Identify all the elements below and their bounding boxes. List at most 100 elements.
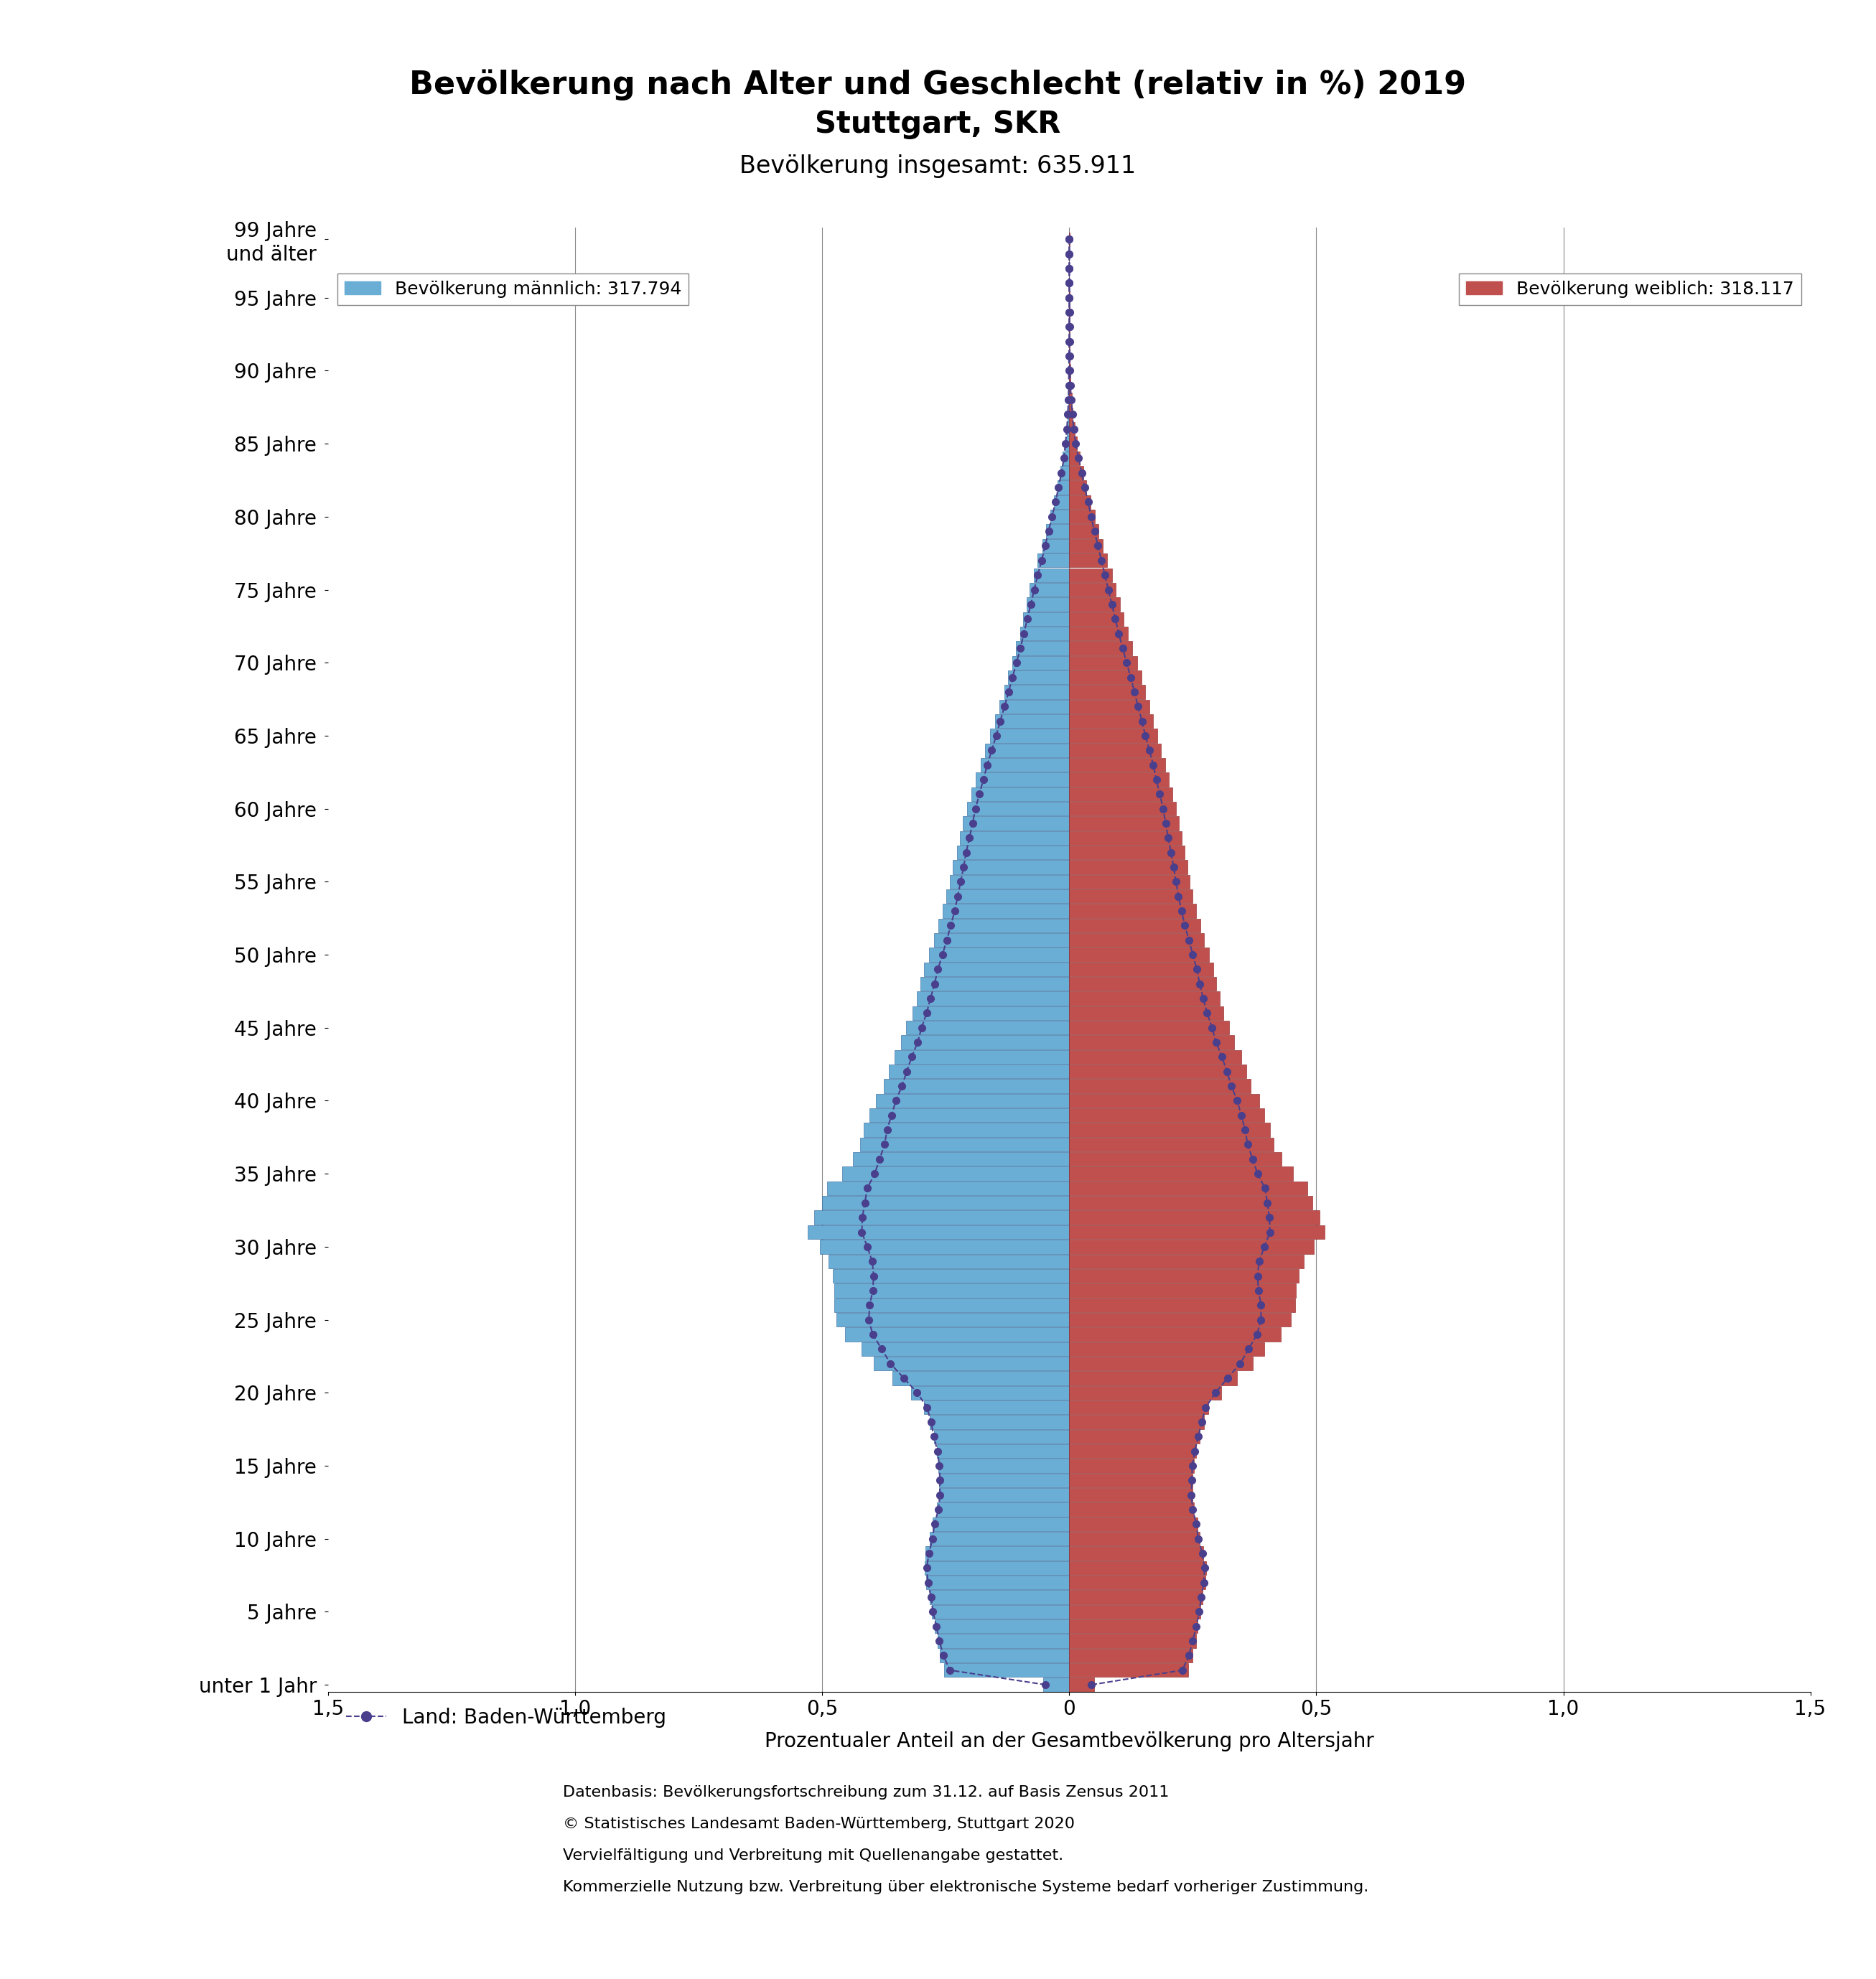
Bar [1069, 1298, 1294, 1312]
Bar [1069, 554, 1107, 568]
Bar [1069, 904, 1197, 918]
Text: Kommerzielle Nutzung bzw. Verbreitung über elektronische Systeme bedarf vorherig: Kommerzielle Nutzung bzw. Verbreitung üb… [563, 1880, 1368, 1894]
Bar [942, 904, 1069, 918]
Bar [1069, 1269, 1298, 1282]
Bar [1069, 744, 1161, 758]
Bar [1069, 1459, 1193, 1472]
Bar [889, 1065, 1069, 1079]
Bar [1069, 1488, 1193, 1502]
Bar [1069, 1312, 1291, 1326]
Legend: Bevölkerung weiblich: 318.117: Bevölkerung weiblich: 318.117 [1460, 273, 1801, 305]
Bar [1069, 817, 1178, 831]
Bar [949, 875, 1069, 889]
Bar [837, 1312, 1069, 1326]
Text: Bevölkerung insgesamt: 635.911: Bevölkerung insgesamt: 635.911 [739, 154, 1137, 178]
Bar [929, 1532, 1069, 1546]
Bar [822, 1195, 1069, 1209]
Bar [1069, 1561, 1206, 1575]
Bar [814, 1211, 1069, 1225]
Bar [938, 1488, 1069, 1502]
Bar [1069, 1065, 1246, 1079]
Bar [1069, 394, 1071, 408]
Bar [1069, 1518, 1197, 1532]
Bar [929, 1591, 1069, 1605]
Bar [1069, 772, 1169, 786]
Bar [1037, 554, 1069, 568]
Bar [861, 1342, 1069, 1356]
Bar [1069, 451, 1081, 465]
Bar [976, 772, 1069, 786]
Bar [820, 1239, 1069, 1253]
Bar [1069, 1342, 1264, 1356]
Bar [917, 991, 1069, 1005]
Bar [1000, 699, 1069, 712]
Bar [1054, 495, 1069, 509]
Bar [1069, 1122, 1270, 1136]
Bar [844, 1328, 1069, 1342]
Bar [1069, 598, 1120, 612]
Bar [925, 1401, 1069, 1415]
Bar [1069, 1094, 1259, 1108]
Bar [835, 1298, 1069, 1312]
Bar [1069, 1051, 1242, 1065]
Bar [1069, 1401, 1208, 1415]
Bar [1069, 1591, 1203, 1605]
Bar [1069, 1445, 1195, 1459]
Bar [1066, 437, 1069, 451]
Bar [925, 1561, 1069, 1575]
Bar [1069, 1284, 1296, 1298]
Bar [1051, 511, 1069, 524]
Bar [1069, 671, 1141, 685]
Bar [1069, 1474, 1193, 1488]
Bar [940, 1474, 1069, 1488]
Bar [827, 1181, 1069, 1195]
Bar [1069, 1239, 1313, 1253]
Bar [833, 1269, 1069, 1282]
Bar [938, 918, 1069, 932]
Bar [1069, 495, 1090, 509]
Bar [1069, 582, 1116, 596]
Bar [1069, 699, 1150, 712]
Bar [936, 1445, 1069, 1459]
Bar [1069, 655, 1137, 669]
Text: Bevölkerung nach Alter und Geschlecht (relativ in %) 2019: Bevölkerung nach Alter und Geschlecht (r… [409, 69, 1467, 101]
Bar [1069, 1532, 1201, 1546]
Bar [1069, 1662, 1188, 1676]
Bar [829, 1255, 1069, 1269]
Bar [972, 788, 1069, 801]
Bar [1069, 875, 1189, 889]
Bar [863, 1122, 1069, 1136]
Bar [1011, 655, 1069, 669]
Bar [1069, 627, 1127, 641]
Bar [1069, 1035, 1234, 1049]
Bar [1069, 831, 1182, 845]
Bar [1069, 1225, 1324, 1239]
Bar [1043, 538, 1069, 552]
Bar [994, 714, 1069, 728]
Bar [842, 1168, 1069, 1181]
Bar [1069, 1108, 1264, 1122]
Bar [1030, 582, 1069, 596]
Bar [1069, 1605, 1201, 1619]
Bar [1069, 511, 1094, 524]
Bar [1060, 465, 1069, 479]
Bar [1069, 1211, 1321, 1225]
Bar [906, 1021, 1069, 1035]
Bar [1069, 422, 1075, 435]
Text: Stuttgart, SKR: Stuttgart, SKR [814, 109, 1062, 139]
Bar [934, 934, 1069, 948]
Bar [1067, 422, 1069, 435]
Bar [1069, 801, 1176, 815]
Bar [934, 1619, 1069, 1633]
Bar [1069, 1502, 1193, 1516]
Bar [1069, 641, 1133, 655]
Bar [1069, 788, 1172, 801]
Bar [1069, 568, 1112, 582]
Bar [961, 831, 1069, 845]
Bar [1069, 1005, 1223, 1019]
Bar [919, 978, 1069, 991]
Bar [1069, 1168, 1293, 1181]
Bar [895, 1051, 1069, 1065]
Bar [1004, 685, 1069, 699]
Bar [1069, 1152, 1281, 1166]
